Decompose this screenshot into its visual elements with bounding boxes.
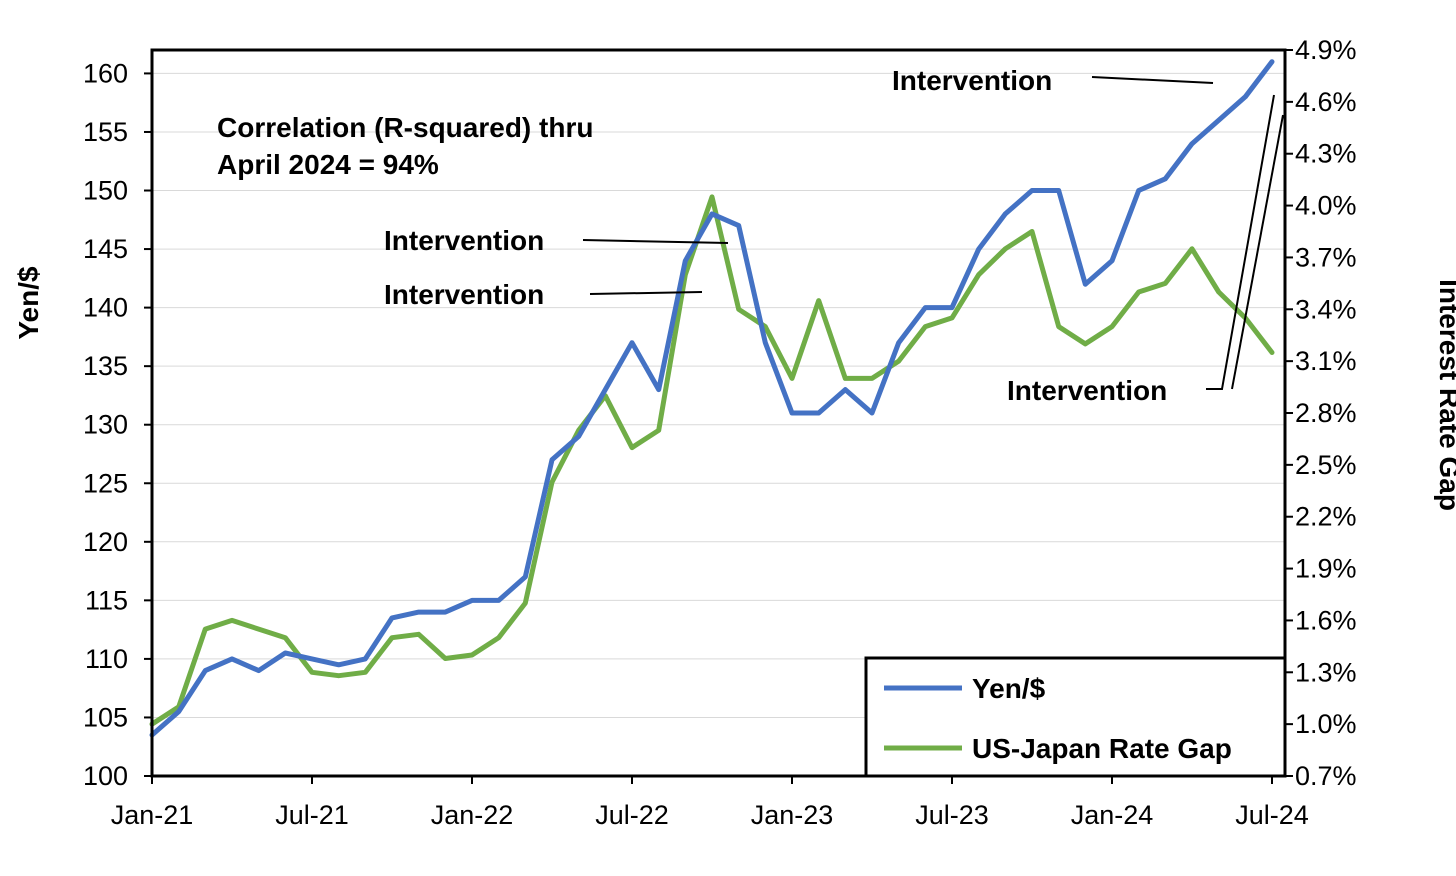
x-tick-label: Jul-23	[915, 800, 989, 830]
x-tick-label: Jul-24	[1235, 800, 1309, 830]
y-tick-label: 135	[83, 351, 128, 381]
y-axis-title: Yen/$	[13, 266, 44, 340]
y2-tick-label: 1.9%	[1295, 554, 1357, 584]
intervention-leader-line	[1231, 114, 1284, 390]
legend-box	[864, 656, 1287, 778]
y-tick-label: 155	[83, 117, 128, 147]
y2-tick-label: 4.6%	[1295, 87, 1357, 117]
left-axis-ticks: 100 105 110 115 120 125 130 135 140 145 150 155 160	[83, 58, 152, 791]
y2-tick-label: 4.9%	[1295, 35, 1357, 65]
y-tick-label: 160	[83, 58, 128, 88]
y2-tick-label: 3.4%	[1295, 294, 1357, 324]
y2-tick-label: 1.0%	[1295, 709, 1357, 739]
y-tick-label: 120	[83, 527, 128, 557]
gridlines	[152, 72, 1285, 777]
y2-tick-label: 2.8%	[1295, 398, 1357, 428]
legend: Yen/$ US-Japan Rate Gap	[864, 656, 1287, 778]
y2-tick-label: 2.2%	[1295, 502, 1357, 532]
right-axis-ticks: 0.7% 1.0% 1.3% 1.6% 1.9% 2.2% 2.5% 2.8% 3.1% 3.4%…	[1285, 35, 1357, 791]
intervention-label: Intervention	[892, 65, 1052, 96]
y2-axis-title: Interest Rate Gap	[1434, 279, 1456, 511]
intervention-leader-line	[582, 239, 729, 244]
y2-tick-label: 1.3%	[1295, 657, 1357, 687]
y-tick-label: 150	[83, 176, 128, 206]
y2-tick-label: 0.7%	[1295, 761, 1357, 791]
y-tick-label: 145	[83, 234, 128, 264]
y-tick-label: 115	[85, 585, 128, 615]
y2-tick-label: 3.1%	[1295, 346, 1357, 376]
intervention-annotation-top: Intervention	[892, 65, 1214, 96]
x-tick-label: Jul-22	[595, 800, 669, 830]
y-tick-label: 130	[83, 410, 128, 440]
intervention-annotation-2024: Intervention	[1007, 94, 1284, 406]
series-layer	[149, 59, 1275, 738]
intervention-label: Intervention	[1007, 375, 1167, 406]
x-tick-label: Jul-21	[275, 800, 349, 830]
intervention-annotation-2022-a: Intervention	[384, 225, 729, 256]
y2-tick-label: 4.0%	[1295, 191, 1357, 221]
intervention-leader-line	[589, 291, 703, 295]
intervention-annotation-2022-b: Intervention	[384, 279, 703, 310]
series-line-yen	[149, 59, 1275, 738]
intervention-leader-line	[1206, 94, 1275, 390]
y2-tick-label: 2.5%	[1295, 450, 1357, 480]
y-tick-label: 100	[83, 761, 128, 791]
intervention-label: Intervention	[384, 279, 544, 310]
series-line-rate-gap	[149, 194, 1275, 727]
x-axis-ticks: Jan-21 Jul-21 Jan-22 Jul-22 Jan-23 Jul-23 Jan-…	[111, 776, 1309, 830]
x-tick-label: Jan-22	[431, 800, 514, 830]
intervention-label: Intervention	[384, 225, 544, 256]
correlation-annotation-line1: Correlation (R-squared) thru	[217, 112, 593, 143]
x-tick-label: Jan-21	[111, 800, 194, 830]
intervention-leader-line	[1091, 76, 1214, 84]
legend-label-rate-gap: US-Japan Rate Gap	[972, 733, 1232, 764]
y-tick-label: 140	[83, 293, 128, 323]
x-tick-label: Jan-24	[1071, 800, 1154, 830]
y-tick-label: 105	[83, 702, 128, 732]
y2-tick-label: 1.6%	[1295, 605, 1357, 635]
correlation-annotation-line2: April 2024 = 94%	[217, 149, 439, 180]
y2-tick-label: 3.7%	[1295, 242, 1357, 272]
y-tick-label: 125	[83, 468, 128, 498]
legend-label-yen: Yen/$	[972, 673, 1046, 704]
x-tick-label: Jan-23	[751, 800, 834, 830]
y-tick-label: 110	[85, 644, 128, 674]
y2-tick-label: 4.3%	[1295, 139, 1357, 169]
